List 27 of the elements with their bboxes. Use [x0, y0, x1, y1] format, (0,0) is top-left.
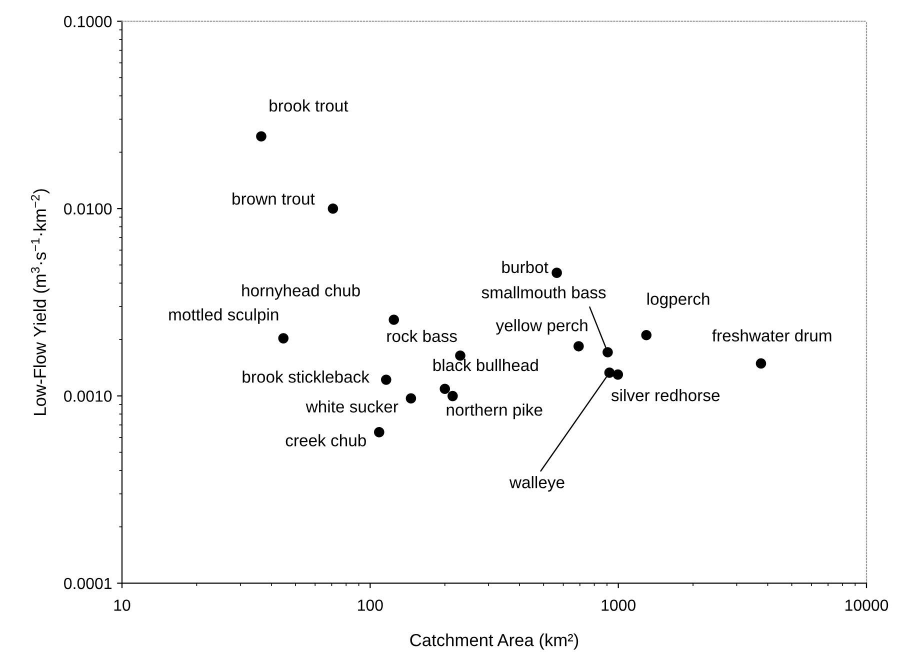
annotation: logperch [647, 292, 710, 308]
annotation: hornyhead chub [242, 284, 360, 300]
annotation: northern pike [446, 404, 542, 420]
annotation: brook stickleback [242, 370, 370, 383]
annotation: smallmouth bass [482, 286, 606, 298]
y-tick-label: 0.0001 [64, 578, 112, 590]
annotation: brown trout [232, 192, 315, 205]
x-axis-title: Catchment Area (km²) [410, 634, 578, 650]
x-tick-label: 1000 [602, 600, 636, 611]
annotation: yellow perch [496, 319, 588, 335]
annotation: freshwater drum [712, 329, 832, 342]
annotation: walleye [509, 476, 564, 492]
annotation: brook trout [270, 99, 348, 112]
y-axis-title: Low-Flow Yield (m$^{3}$·s$^{−1}$·km$^{−2}$) [30, 189, 50, 415]
annotation: creek chub [286, 434, 366, 446]
y-tick-label: 0.1000 [64, 16, 112, 28]
x-tick-label: 100 [358, 600, 383, 611]
annotation: burbot [502, 260, 548, 274]
y-tick-label: 0.0100 [64, 203, 112, 215]
y-tick-label: 0.0010 [64, 390, 112, 402]
x-tick-label: 10 [114, 600, 130, 611]
annotation: silver redhorse [611, 389, 720, 402]
annotation: rock bass [387, 330, 457, 342]
annotation: mottled sculpin [169, 308, 278, 324]
annotation: black bullhead [433, 358, 538, 372]
x-tick-label: 10000 [846, 600, 888, 611]
annotation: white sucker [306, 400, 398, 413]
